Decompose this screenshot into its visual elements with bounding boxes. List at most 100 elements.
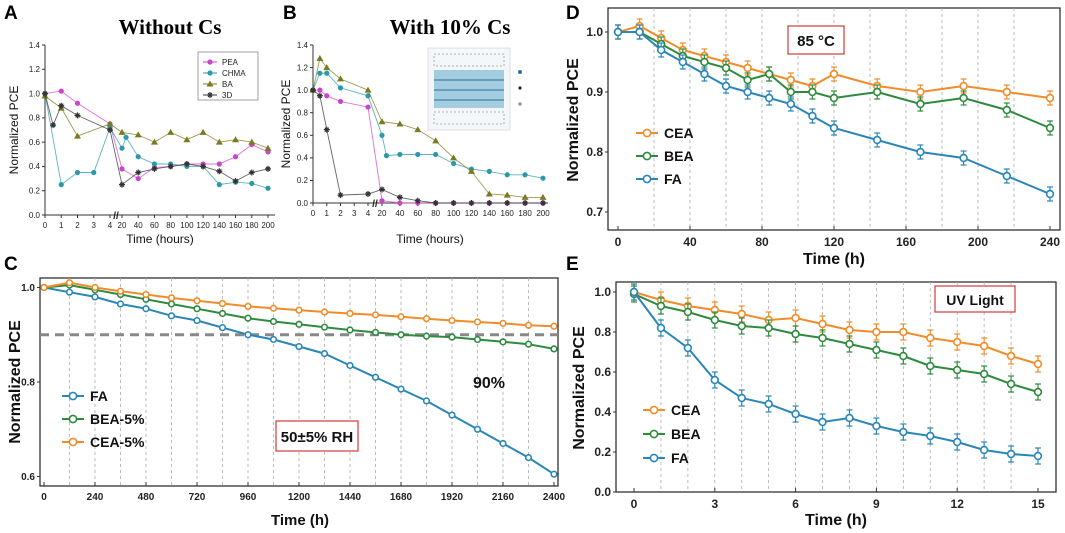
data-point-chma — [415, 151, 421, 158]
data-point-bea — [818, 333, 827, 343]
y-tick-label: 0.6 — [21, 472, 35, 483]
legend-marker-bea — [649, 429, 659, 439]
data-point-ba — [364, 86, 372, 93]
panel-b-x-label: Time (hours) — [396, 232, 464, 246]
data-point-fa — [167, 312, 176, 320]
panel-a-legend-box — [197, 51, 259, 101]
panel-a-y-ticks: 0.0 0.2 0.4 0.6 0.8 1.0 1.2 1.4 — [29, 41, 45, 220]
data-point-cea — [916, 87, 925, 97]
data-point-cea — [1002, 87, 1011, 97]
data-point-fa — [656, 323, 666, 333]
data-point-fa — [721, 81, 731, 91]
axis-break-mark: // — [372, 199, 378, 210]
data-point-bea-5 — [193, 305, 201, 313]
panel-c-y-ticks: 0.6 0.8 1.0 — [21, 283, 40, 483]
data-point-fa — [550, 470, 558, 478]
data-point-cea — [899, 327, 908, 337]
data-point-chma — [337, 85, 344, 91]
data-point-cea-5 — [40, 283, 48, 292]
panel-a-y-label: Normalized PCE — [7, 86, 21, 175]
x-tick-label: 1 — [325, 209, 330, 218]
data-point-cea — [743, 63, 752, 73]
data-point-ba — [74, 132, 81, 139]
data-point-cea-5 — [269, 304, 278, 312]
data-point-bea — [1002, 105, 1011, 115]
data-point-cea-5 — [473, 318, 482, 326]
data-point-bea — [899, 351, 908, 361]
data-point-cea-5 — [397, 313, 405, 321]
legend-marker-fa — [649, 453, 659, 463]
legend-marker-cea-5 — [68, 437, 78, 447]
data-point-fa — [1045, 189, 1055, 199]
data-point-bea-5 — [346, 326, 354, 334]
data-point-ba — [106, 120, 114, 127]
data-point-fa — [1006, 449, 1016, 459]
panel-b-y-label: Normalized PCE — [279, 80, 293, 169]
x-tick-label: 720 — [189, 492, 206, 503]
legend-label-pea: PEA — [222, 58, 239, 67]
x-tick-label: 12 — [951, 497, 965, 511]
data-point-fa — [899, 427, 908, 437]
data-point-bea-5 — [244, 314, 252, 322]
x-tick-label: 40 — [683, 235, 697, 249]
data-point-fa — [979, 445, 989, 455]
x-tick-label: 180 — [518, 209, 532, 218]
data-point-fa — [683, 343, 693, 353]
data-point-bea — [1006, 379, 1016, 389]
data-point-cea — [959, 81, 968, 91]
data-point-cea — [1045, 93, 1055, 103]
data-point-chma — [365, 93, 371, 99]
panel-e-annotation-text: UV Light — [946, 292, 1004, 308]
data-point-chma — [151, 161, 158, 167]
data-point-fa — [320, 350, 329, 358]
data-point-fa — [818, 417, 827, 427]
x-tick-label: 240 — [87, 492, 104, 503]
data-point-ba — [199, 128, 207, 135]
data-point-fa — [737, 393, 746, 403]
x-tick-label: 60 — [413, 209, 422, 218]
data-point-fa — [678, 57, 687, 67]
data-point-bea — [700, 57, 709, 67]
data-point-fa — [142, 305, 150, 313]
data-point-bea-5 — [422, 332, 431, 340]
data-point-fa — [1033, 451, 1043, 461]
data-point-pea — [119, 166, 125, 172]
x-tick-label: 100 — [180, 221, 194, 230]
data-point-3d — [183, 161, 190, 167]
legend-label-bea-5: BEA-5% — [90, 411, 145, 427]
panel-e-x-ticks: 0 3 6 9 12 15 — [631, 488, 1045, 511]
y-tick-label: 0.4 — [594, 405, 611, 419]
x-tick-label: 9 — [873, 497, 880, 511]
data-point-cea — [872, 327, 881, 337]
data-point-cea — [1006, 351, 1016, 361]
x-tick-label: 1 — [59, 221, 64, 230]
x-tick-label: 0 — [311, 209, 316, 218]
panel-c-reference-label: 90% — [473, 375, 505, 392]
data-point-bea-5 — [524, 340, 533, 348]
data-point-ba — [264, 144, 272, 151]
panel-a-legend-items: PEA CHMA BA 3D — [203, 58, 246, 100]
x-tick-label: 200 — [536, 209, 550, 218]
panel-b-chart: 0.0 0.2 0.4 0.6 0.8 1.0 1.2 1.4 0 1 2 3 4 20 40 60 80 10… — [279, 41, 550, 246]
data-point-chma — [265, 185, 271, 191]
data-point-pea — [232, 154, 239, 160]
inset-key-dot-2 — [518, 86, 522, 90]
panel-e-chart: 0.0 0.2 0.4 0.6 0.8 1.0 0 3 6 9 12 15 UV Light CEA… — [571, 281, 1057, 529]
panel-c-legend: FA BEA-5% CEA-5% — [62, 388, 145, 450]
x-tick-label: 120 — [465, 209, 479, 218]
x-tick-label: 200 — [261, 221, 275, 230]
data-point-ba — [150, 138, 158, 145]
y-tick-label: 1.4 — [297, 41, 309, 50]
data-point-bea — [721, 63, 731, 73]
data-point-pea — [74, 100, 81, 106]
data-point-3d — [540, 200, 546, 206]
panel-c-x-ticks: 0 240 480 720 960 1200 1440 1680 1920 2160 2400 — [41, 482, 566, 503]
data-point-bea — [926, 361, 935, 371]
y-tick-label: 1.0 — [29, 89, 41, 98]
data-point-fa — [829, 123, 839, 133]
data-point-3d — [468, 200, 475, 206]
data-point-bea — [1033, 387, 1043, 397]
legend-marker-cea — [642, 128, 652, 138]
data-point-ba — [414, 126, 422, 133]
